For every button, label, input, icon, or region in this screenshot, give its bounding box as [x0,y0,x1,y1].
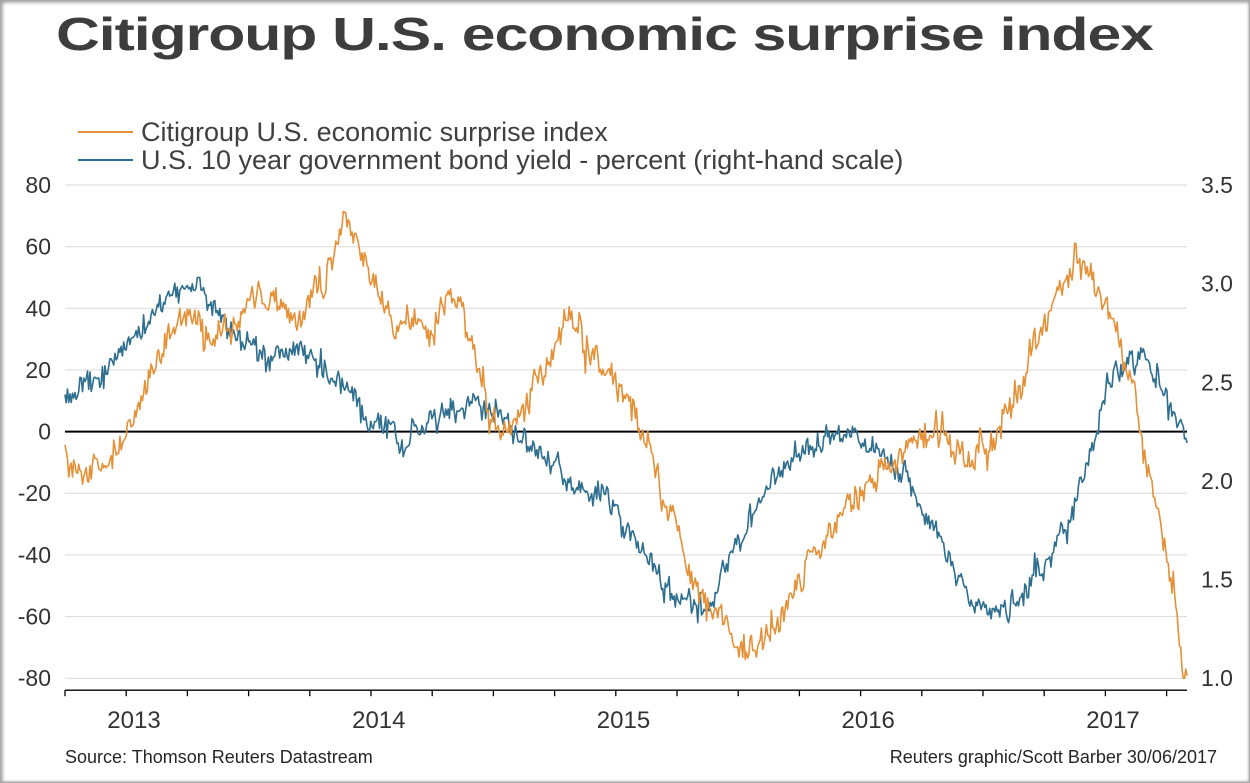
svg-text:20: 20 [25,357,51,383]
svg-text:-80: -80 [18,665,51,691]
svg-text:40: 40 [25,295,51,321]
svg-text:1.5: 1.5 [1201,567,1233,593]
svg-text:2.0: 2.0 [1201,468,1233,494]
svg-text:3.5: 3.5 [1201,172,1233,198]
svg-text:2017: 2017 [1086,707,1139,734]
svg-text:1.0: 1.0 [1201,665,1233,691]
svg-text:2014: 2014 [352,707,405,734]
svg-text:2013: 2013 [107,707,160,734]
svg-text:3.0: 3.0 [1201,271,1233,297]
svg-text:2016: 2016 [842,707,895,734]
svg-text:2.5: 2.5 [1201,369,1233,395]
svg-text:2015: 2015 [597,707,650,734]
svg-text:80: 80 [25,172,51,198]
svg-text:-40: -40 [18,542,51,568]
svg-text:-60: -60 [18,604,51,630]
svg-text:0: 0 [38,419,51,445]
svg-text:60: 60 [25,234,51,260]
svg-text:-20: -20 [18,480,51,506]
